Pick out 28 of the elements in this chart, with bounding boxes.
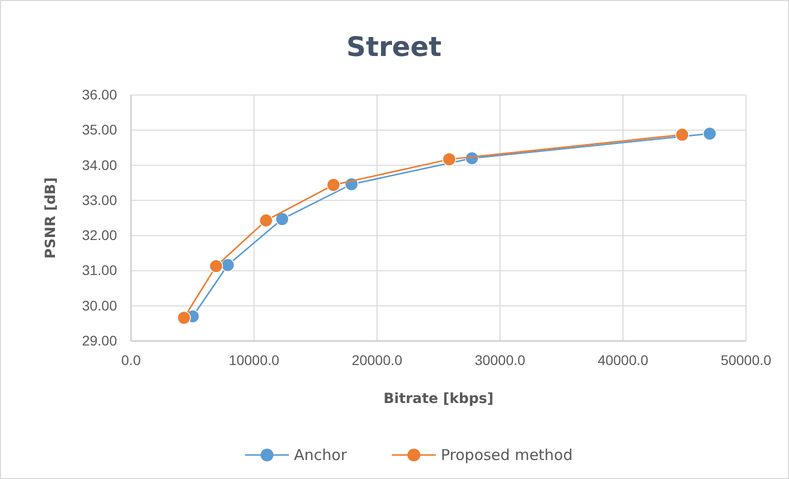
point [275, 212, 289, 226]
legend-label: Proposed method [440, 446, 573, 464]
x-axis-title: Bitrate [kbps] [383, 391, 494, 407]
x-tick-label: 30000.0 [474, 352, 526, 368]
y-tick-label: 33.00 [82, 192, 118, 208]
point [177, 310, 191, 325]
y-tick-label: 35.00 [82, 122, 118, 138]
point [675, 128, 689, 142]
point [220, 258, 235, 272]
x-tick-label: 20000.0 [352, 352, 403, 368]
legend-label: Anchor [294, 446, 348, 464]
chart-title: Street [346, 32, 442, 63]
point [702, 126, 717, 140]
y-tick-label: 29.00 [82, 332, 118, 348]
y-axis-title: PSNR [dB] [43, 177, 59, 259]
x-tick-label: 10000.0 [228, 352, 280, 368]
x-tick-label: 50000.0 [720, 352, 772, 368]
y-tick-label: 34.00 [82, 156, 118, 173]
point [259, 214, 273, 228]
x-tick-label: 0.0 [121, 352, 141, 368]
point [209, 259, 223, 273]
point [442, 152, 456, 166]
x-tick-label: 40000.0 [598, 352, 649, 368]
y-tick-label: 36.00 [82, 86, 118, 102]
point [326, 178, 340, 192]
y-tick-label: 30.00 [82, 297, 118, 314]
y-tick-label: 31.00 [82, 262, 118, 278]
y-tick-label: 32.00 [82, 227, 118, 244]
